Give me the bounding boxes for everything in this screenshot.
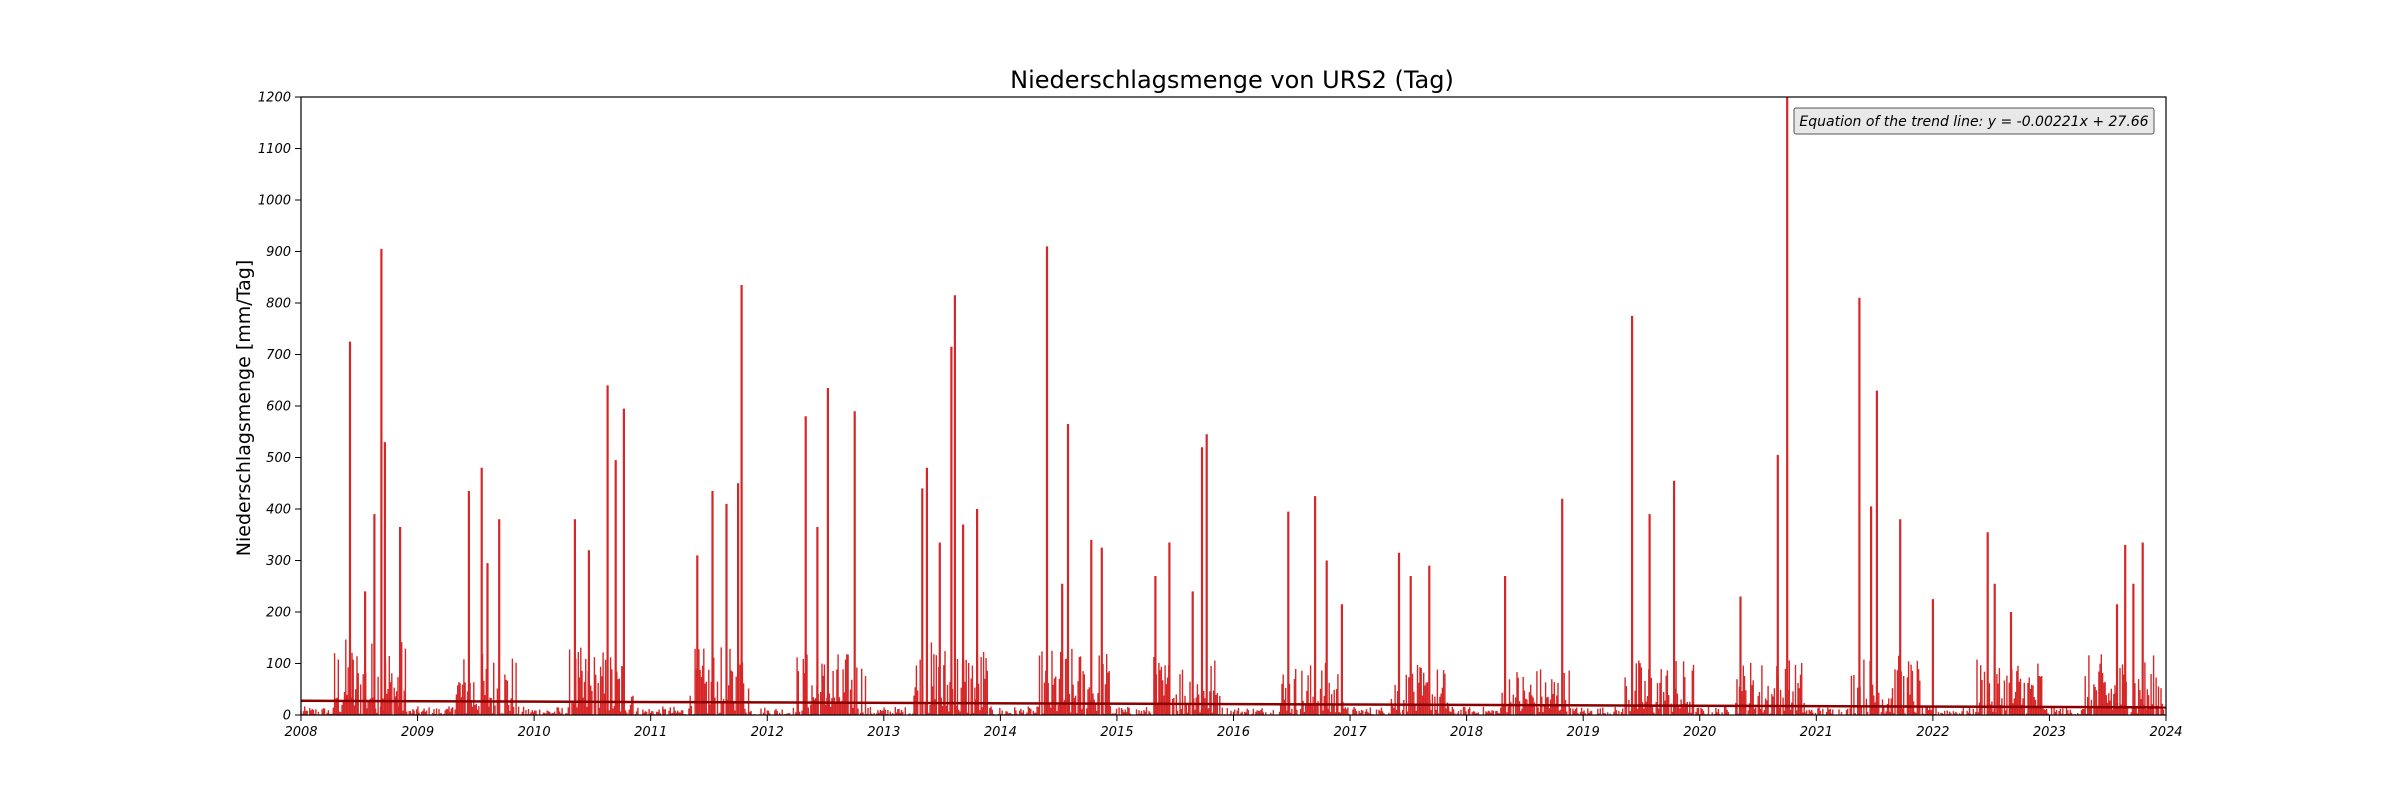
y-tick-label: 700 (266, 348, 291, 363)
y-tick-label: 1100 (258, 142, 291, 157)
y-axis-label: Niederschlagsmenge [mm/Tag] (233, 260, 255, 556)
y-tick-label: 1000 (258, 194, 291, 209)
x-tick-label: 2014 (984, 725, 1017, 740)
x-tick-label: 2017 (1334, 725, 1368, 740)
trend-equation-box: Equation of the trend line: y = -0.00221… (1793, 107, 2155, 135)
x-tick-label: 2016 (1217, 725, 1250, 740)
x-tick-label: 2008 (284, 725, 317, 740)
x-axis-ticks: 2008 2009 2010 2011 2012 2013 2014 2015 2016 2017… (284, 715, 2183, 740)
y-axis-ticks: 0 100 200 300 400 500 600 700 800 900 1000 1100 1200 (258, 91, 301, 724)
trend-line (300, 699, 2167, 709)
x-tick-label: 2024 (2149, 725, 2182, 740)
precipitation-bars (300, 97, 2166, 715)
y-tick-label: 900 (266, 245, 291, 260)
x-tick-label: 2011 (634, 725, 667, 740)
y-tick-label: 100 (266, 657, 291, 672)
y-tick-label: 0 (283, 709, 291, 724)
trend-equation-text: Equation of the trend line: y = -0.00221… (1799, 114, 2148, 130)
y-tick-label: 600 (266, 400, 291, 415)
x-tick-label: 2018 (1450, 725, 1483, 740)
x-tick-label: 2010 (518, 725, 551, 740)
y-tick-label: 800 (266, 297, 291, 312)
x-tick-label: 2019 (1567, 725, 1600, 740)
y-tick-label: 400 (266, 503, 291, 518)
x-tick-label: 2015 (1100, 725, 1133, 740)
y-tick-label: 500 (266, 451, 291, 466)
chart-title: Niederschlagsmenge von URS2 (Tag) (1010, 66, 1454, 94)
x-tick-label: 2012 (751, 725, 784, 740)
x-tick-label: 2021 (1800, 725, 1833, 740)
x-tick-label: 2020 (1683, 725, 1716, 740)
y-tick-label: 1200 (258, 91, 291, 106)
y-tick-label: 200 (266, 606, 291, 621)
x-tick-label: 2023 (2033, 725, 2066, 740)
y-tick-label: 300 (266, 554, 291, 569)
trend-equation-background (1793, 107, 2155, 135)
x-tick-label: 2013 (867, 725, 900, 740)
x-tick-label: 2022 (1916, 725, 1949, 740)
x-tick-label: 2009 (401, 725, 434, 740)
